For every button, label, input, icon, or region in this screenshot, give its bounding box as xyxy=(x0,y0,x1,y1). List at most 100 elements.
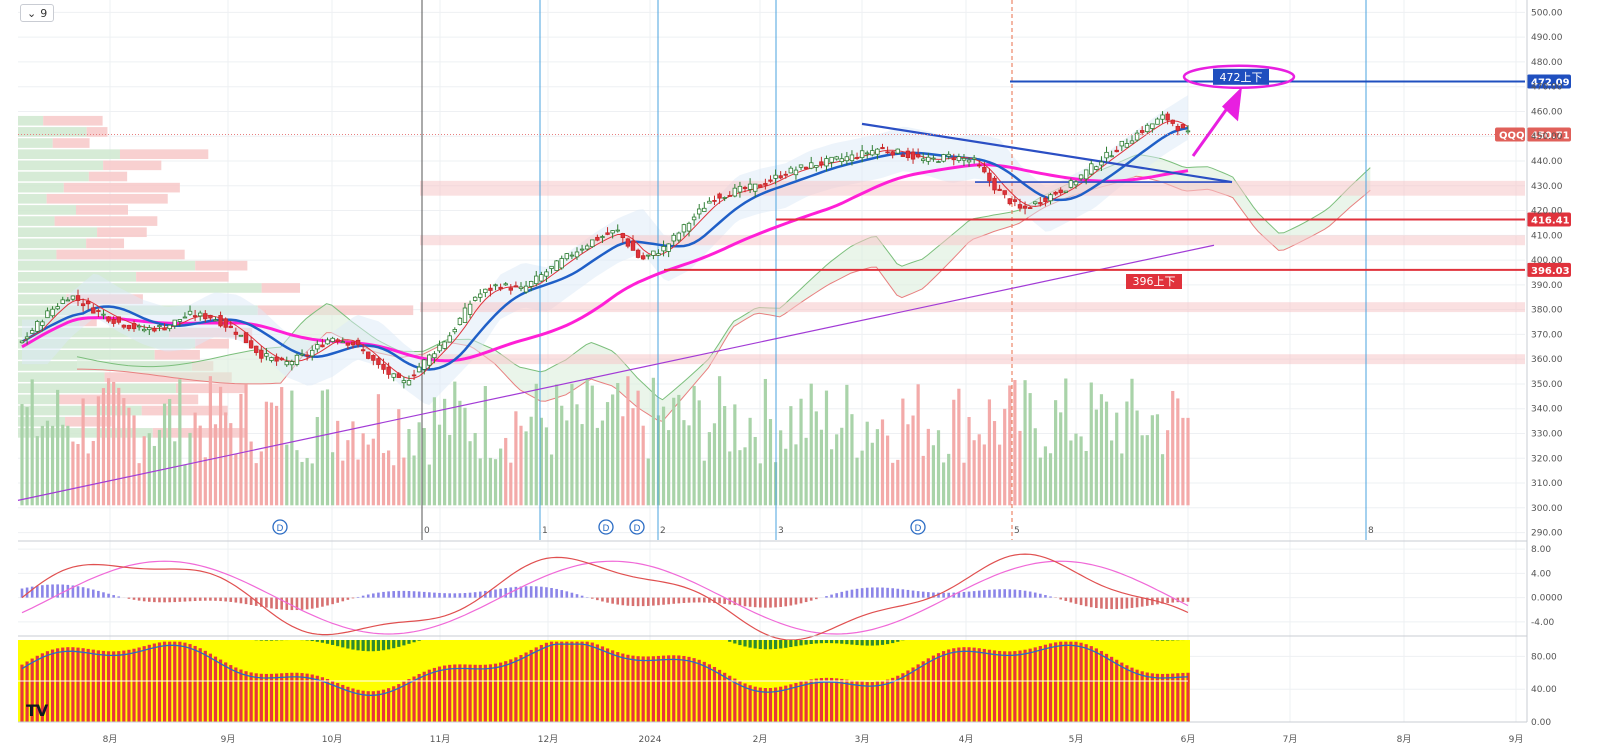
volume-bar xyxy=(1099,394,1104,506)
candle-body xyxy=(534,275,539,285)
macd-hist-bar xyxy=(265,597,268,608)
macd-hist-bar xyxy=(514,586,518,598)
macd-hist-bar xyxy=(132,597,136,600)
volume-bar xyxy=(132,415,136,506)
candle-body xyxy=(819,161,824,166)
target-label-box xyxy=(1213,68,1269,85)
macd-hist-bar xyxy=(1105,597,1108,609)
stoch-green-bar xyxy=(325,640,330,644)
macd-hist-bar xyxy=(616,597,620,605)
candle-body xyxy=(829,156,834,163)
macd-hist-bar xyxy=(748,597,752,607)
stoch-green-bar xyxy=(356,640,360,651)
candle-body xyxy=(890,151,895,156)
stoch-bar xyxy=(407,679,411,722)
macd-hist-bar xyxy=(275,597,278,610)
candle-body xyxy=(259,349,264,359)
macd-hist-bar xyxy=(417,591,421,598)
stoch-bar xyxy=(239,669,243,722)
y-tick-label: 420.00 xyxy=(1531,207,1563,217)
collapse-toggle[interactable]: ⌄ 9 xyxy=(20,4,55,22)
macd-hist-bar xyxy=(611,597,614,604)
volume-bar xyxy=(1125,401,1129,506)
candle-body xyxy=(870,150,875,156)
volume-bar xyxy=(544,427,549,506)
dividend-marker-label: D xyxy=(915,524,922,534)
vp-bar-up xyxy=(18,327,170,338)
stoch-bar xyxy=(789,684,793,722)
candle-body xyxy=(248,340,254,349)
volume-bar xyxy=(392,465,396,506)
volume-bar xyxy=(315,416,319,506)
macd-hist-bar xyxy=(46,584,49,598)
volume-bar xyxy=(901,398,905,506)
stoch-bar xyxy=(952,648,956,722)
stoch-bar xyxy=(30,658,34,722)
vp-bar-up xyxy=(18,160,104,171)
candle-body xyxy=(233,331,239,335)
volume-bar xyxy=(743,447,747,506)
vp-bar-down xyxy=(65,416,112,427)
candle-body xyxy=(681,224,687,233)
macd-hist-bar xyxy=(397,590,401,598)
volume-bar xyxy=(998,444,1002,506)
stoch-bar xyxy=(549,641,554,722)
macd-hist-bar xyxy=(993,589,996,598)
candle-body xyxy=(1185,130,1191,133)
macd-hist-bar xyxy=(234,597,238,603)
candle-body xyxy=(131,322,137,330)
candle-body xyxy=(335,339,340,342)
volume-bar xyxy=(1186,417,1190,506)
volume-bar xyxy=(672,397,676,506)
stoch-bar xyxy=(860,681,864,722)
stoch-bar xyxy=(412,676,416,722)
macd-hist-bar xyxy=(1130,597,1134,608)
stoch-bar xyxy=(748,685,752,722)
stoch-bar xyxy=(936,653,941,722)
stoch-bar xyxy=(178,641,182,722)
volume-bar xyxy=(819,429,823,506)
macd-hist-bar xyxy=(1018,590,1022,598)
stoch-green-bar xyxy=(758,640,762,650)
macd-hist-bar xyxy=(519,586,523,598)
volume-bar xyxy=(631,408,635,506)
stoch-bar xyxy=(1150,673,1154,722)
chevron-down-icon[interactable]: ⌄ xyxy=(27,6,37,20)
stoch-bar xyxy=(499,662,503,722)
volume-bar xyxy=(300,461,304,506)
stoch-bar xyxy=(356,689,360,722)
stoch-bar xyxy=(1038,646,1042,722)
stoch-bar xyxy=(524,652,528,722)
volume-bar xyxy=(1064,378,1068,506)
vp-bar-up xyxy=(18,171,89,182)
macd-hist-bar xyxy=(1115,597,1119,610)
macd-hist-bar xyxy=(86,588,90,598)
candle-body xyxy=(768,179,773,182)
stoch-bar xyxy=(911,667,915,722)
candle-body xyxy=(1109,155,1114,158)
volume-bar xyxy=(290,390,294,506)
stoch-bar xyxy=(473,664,477,722)
candle-body xyxy=(747,183,753,190)
volume-bar xyxy=(407,429,411,506)
x-tick-label: 6月 xyxy=(1181,734,1196,745)
stoch-bar xyxy=(519,655,523,722)
macd-hist-bar xyxy=(504,588,508,598)
candle-body xyxy=(905,150,911,159)
vp-bar-up xyxy=(18,238,87,249)
stoch-bar xyxy=(208,653,212,722)
candle-body xyxy=(182,316,188,319)
candle-body xyxy=(915,154,921,158)
macd-hist-bar xyxy=(702,597,706,603)
volume-bar xyxy=(646,458,650,506)
candle-body xyxy=(518,286,524,289)
volume-bar xyxy=(748,417,752,506)
candle-body xyxy=(788,167,794,174)
candle-body xyxy=(213,319,218,322)
macd-hist-bar xyxy=(219,597,222,602)
candle-body xyxy=(355,339,361,345)
candle-body xyxy=(910,151,916,160)
macd-hist-bar xyxy=(137,597,141,601)
volume-bar xyxy=(809,383,813,506)
